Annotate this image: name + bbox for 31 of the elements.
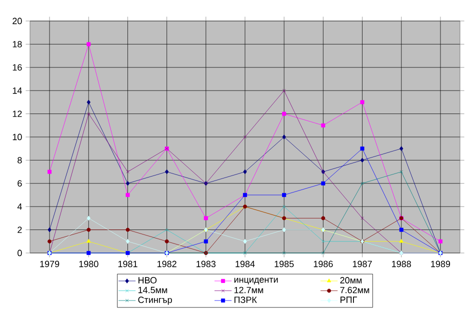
y-tick-label: 10 [12,134,22,140]
y-tick-label: 16 [12,64,22,71]
y-tick-label: 18 [12,41,22,48]
y-tick-label: 4 [17,203,22,210]
y-tick-label: 8 [18,157,22,164]
x-tick-label: 1981 [118,260,138,268]
x-tick-label: 1985 [274,260,294,268]
legend-label: Стингър [138,296,172,305]
x-tick-label: 1980 [79,260,98,268]
legend-label: 7.62мм [340,286,370,294]
y-tick-label: 12 [12,110,22,117]
y-tick-label: 20 [12,18,22,24]
y-tick-label: 0 [18,250,22,256]
y-tick-label: 14 [12,87,22,94]
legend-label: 20мм [340,277,362,284]
x-tick-label: 1983 [196,260,216,268]
legend-label: 14.5мм [138,286,168,294]
x-tick-label: 1987 [352,260,372,268]
x-tick-label: 1982 [158,260,176,268]
legend-label: 12.7мм [234,286,264,294]
y-tick-label: 6 [18,180,22,187]
legend-label: НВО [138,277,157,284]
x-tick-label: 1984 [236,260,255,268]
legend-label: ПЗРК [234,296,257,304]
y-tick-label: 2 [18,226,22,233]
x-tick-label: 1989 [431,260,450,268]
legend-label: РПГ [340,296,357,303]
x-tick-label: 1979 [40,260,60,268]
legend-label: инциденти [234,278,278,284]
x-tick-label: 1988 [392,260,411,268]
x-tick-label: 1986 [314,260,333,268]
